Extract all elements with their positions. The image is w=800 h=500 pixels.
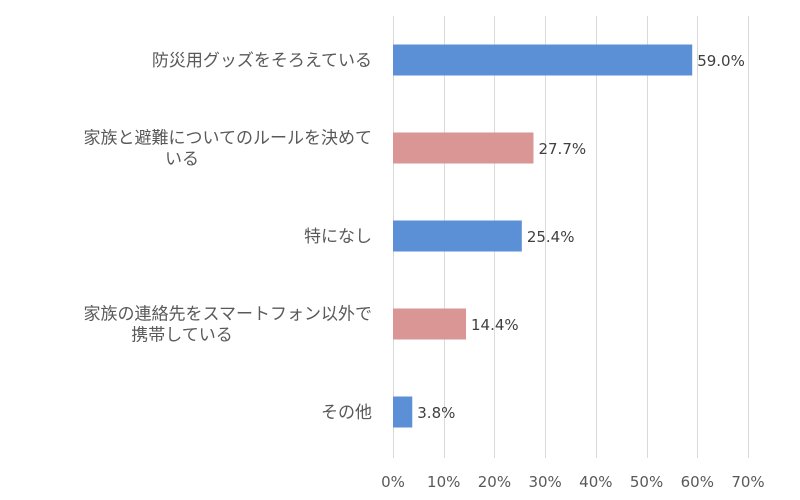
x-tick-label: 10% [427,473,460,491]
x-tick-label: 30% [528,473,561,491]
category-label: 家族の連絡先をスマートフォン以外で [84,305,373,325]
x-tick-label: 0% [381,473,405,491]
x-tick-label: 60% [681,473,714,491]
bar [393,132,534,164]
bar [393,308,467,340]
data-label: 14.4% [471,316,519,334]
value-labels: 59.0% 27.7% 25.4% 14.4% 3.8% [417,52,745,422]
data-label: 3.8% [417,404,455,422]
category-label: その他 [321,403,372,423]
category-label: 特になし [304,227,372,247]
x-axis-ticks: 0% 10% 20% 30% 40% 50% 60% 70% [381,473,765,491]
bars [393,44,693,428]
data-label: 59.0% [697,52,745,70]
x-tick-label: 70% [731,473,764,491]
category-label: 携帯している [131,326,233,346]
x-tick-label: 50% [630,473,663,491]
data-label: 27.7% [538,140,586,158]
bar [393,396,413,428]
category-label: 家族と避難についてのルールを決めて [84,129,373,149]
bar [393,220,522,252]
data-label: 25.4% [527,228,575,246]
category-label: 防災用グッズをそろえている [152,51,372,71]
x-tick-label: 20% [478,473,511,491]
bar [393,44,693,76]
category-labels: 防災用グッズをそろえている家族と避難についてのルールを決めている特になし家族の連… [84,51,373,423]
category-label: いる [165,150,199,170]
x-tick-label: 40% [579,473,612,491]
